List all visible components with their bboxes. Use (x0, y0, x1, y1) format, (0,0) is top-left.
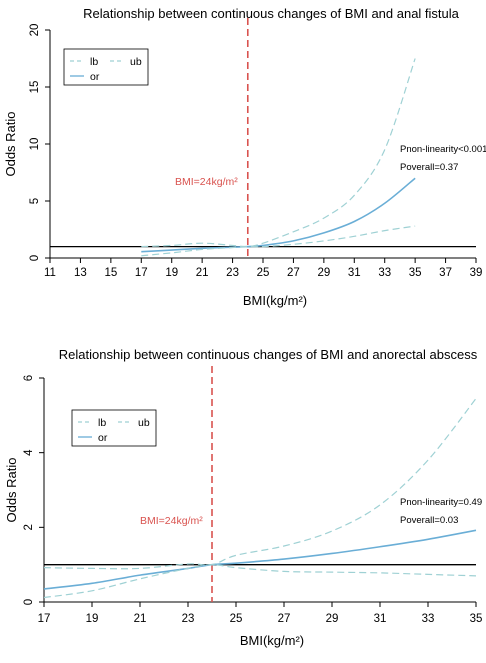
chart2-legend-box (71, 409, 157, 447)
chart1-x-tick-label: 29 (317, 267, 330, 279)
chart2-legend-label-or: or (98, 432, 108, 444)
chart1-series-ub-line (141, 58, 416, 248)
chart1-x-tick-label: 37 (439, 267, 452, 279)
chart1-annotation-poverall: Poverall=0.37 (400, 162, 458, 173)
chart2-x-tick-label: 25 (230, 613, 243, 625)
chart1-legend-label-or: or (90, 71, 100, 83)
chart1-x-tick-label: 11 (44, 267, 56, 279)
chart2-x-axis-label: BMI(kg/m²) (240, 633, 304, 648)
chart2-title: Relationship between continuous changes … (59, 347, 478, 362)
chart2-annotation-pnonlinearity: Pnon-linearity=0.49 (400, 497, 482, 508)
chart1-x-tick-label: 25 (257, 267, 270, 279)
chart1-y-tick-label: 15 (29, 81, 41, 94)
chart1-y-tick-label: 20 (29, 24, 41, 37)
chart1-y-tick-label: 0 (29, 255, 41, 261)
chart2-x-tick-label: 27 (278, 613, 291, 625)
chart1-series-or-line (141, 177, 416, 253)
chart1-x-tick-label: 21 (196, 267, 209, 279)
chart1-y-tick-label: 10 (29, 138, 41, 151)
chart2-series-lb-line (43, 564, 477, 599)
chart2-x-tick-label: 17 (38, 613, 51, 625)
chart1-x-tick-label: 31 (348, 267, 361, 279)
chart1-series-lb-line (141, 225, 416, 257)
chart2-y-axis-label: Odds Ratio (4, 457, 19, 522)
chart2-series-ub-line (43, 398, 477, 570)
chart1-x-axis-label: BMI(kg/m²) (243, 293, 307, 308)
chart2-annotation-poverall: Poverall=0.03 (400, 515, 458, 526)
chart1-y-axis-label: Odds Ratio (3, 111, 18, 176)
chart2-series-or-line (43, 529, 477, 590)
chart1-legend-label-lb: lb (90, 56, 98, 68)
chart2-y-tick-label: 0 (23, 599, 35, 605)
chart1-legend-box (63, 48, 149, 86)
chart1-x-tick-label: 39 (470, 267, 483, 279)
chart1-y-tick-label: 5 (29, 198, 41, 204)
chart1-x-tick-label: 27 (287, 267, 300, 279)
chart1-x-tick-label: 17 (135, 267, 148, 279)
chart1-x-tick-label: 13 (74, 267, 87, 279)
chart2-x-tick-label: 31 (374, 613, 387, 625)
chart2-x-tick-label: 19 (86, 613, 99, 625)
chart2-legend-label-ub: ub (138, 417, 150, 429)
chart1-x-tick-label: 15 (104, 267, 117, 279)
chart2-y-tick-label: 6 (23, 375, 35, 381)
chart2-x-tick-label: 29 (326, 613, 339, 625)
chart1-x-tick-label: 19 (165, 267, 178, 279)
chart1-legend-label-ub: ub (130, 56, 142, 68)
chart1-annotation-pnonlinearity: Pnon-linearity<0.001 (400, 144, 486, 155)
chart2-legend-label-lb: lb (98, 417, 106, 429)
chart1-x-tick-label: 23 (226, 267, 239, 279)
chart2-x-tick-label: 35 (470, 613, 483, 625)
chart2-y-tick-label: 4 (23, 449, 35, 456)
chart2-x-tick-label: 33 (422, 613, 435, 625)
chart2-reference-label: BMI=24kg/m² (140, 515, 203, 527)
chart1-reference-label: BMI=24kg/m² (175, 176, 238, 188)
chart1-x-tick-label: 35 (409, 267, 422, 279)
chart1-x-tick-label: 33 (378, 267, 391, 279)
chart2-x-tick-label: 23 (182, 613, 195, 625)
chart1-title: Relationship between continuous changes … (83, 6, 460, 21)
chart2-y-tick-label: 2 (23, 524, 35, 530)
chart2-x-tick-label: 21 (134, 613, 147, 625)
